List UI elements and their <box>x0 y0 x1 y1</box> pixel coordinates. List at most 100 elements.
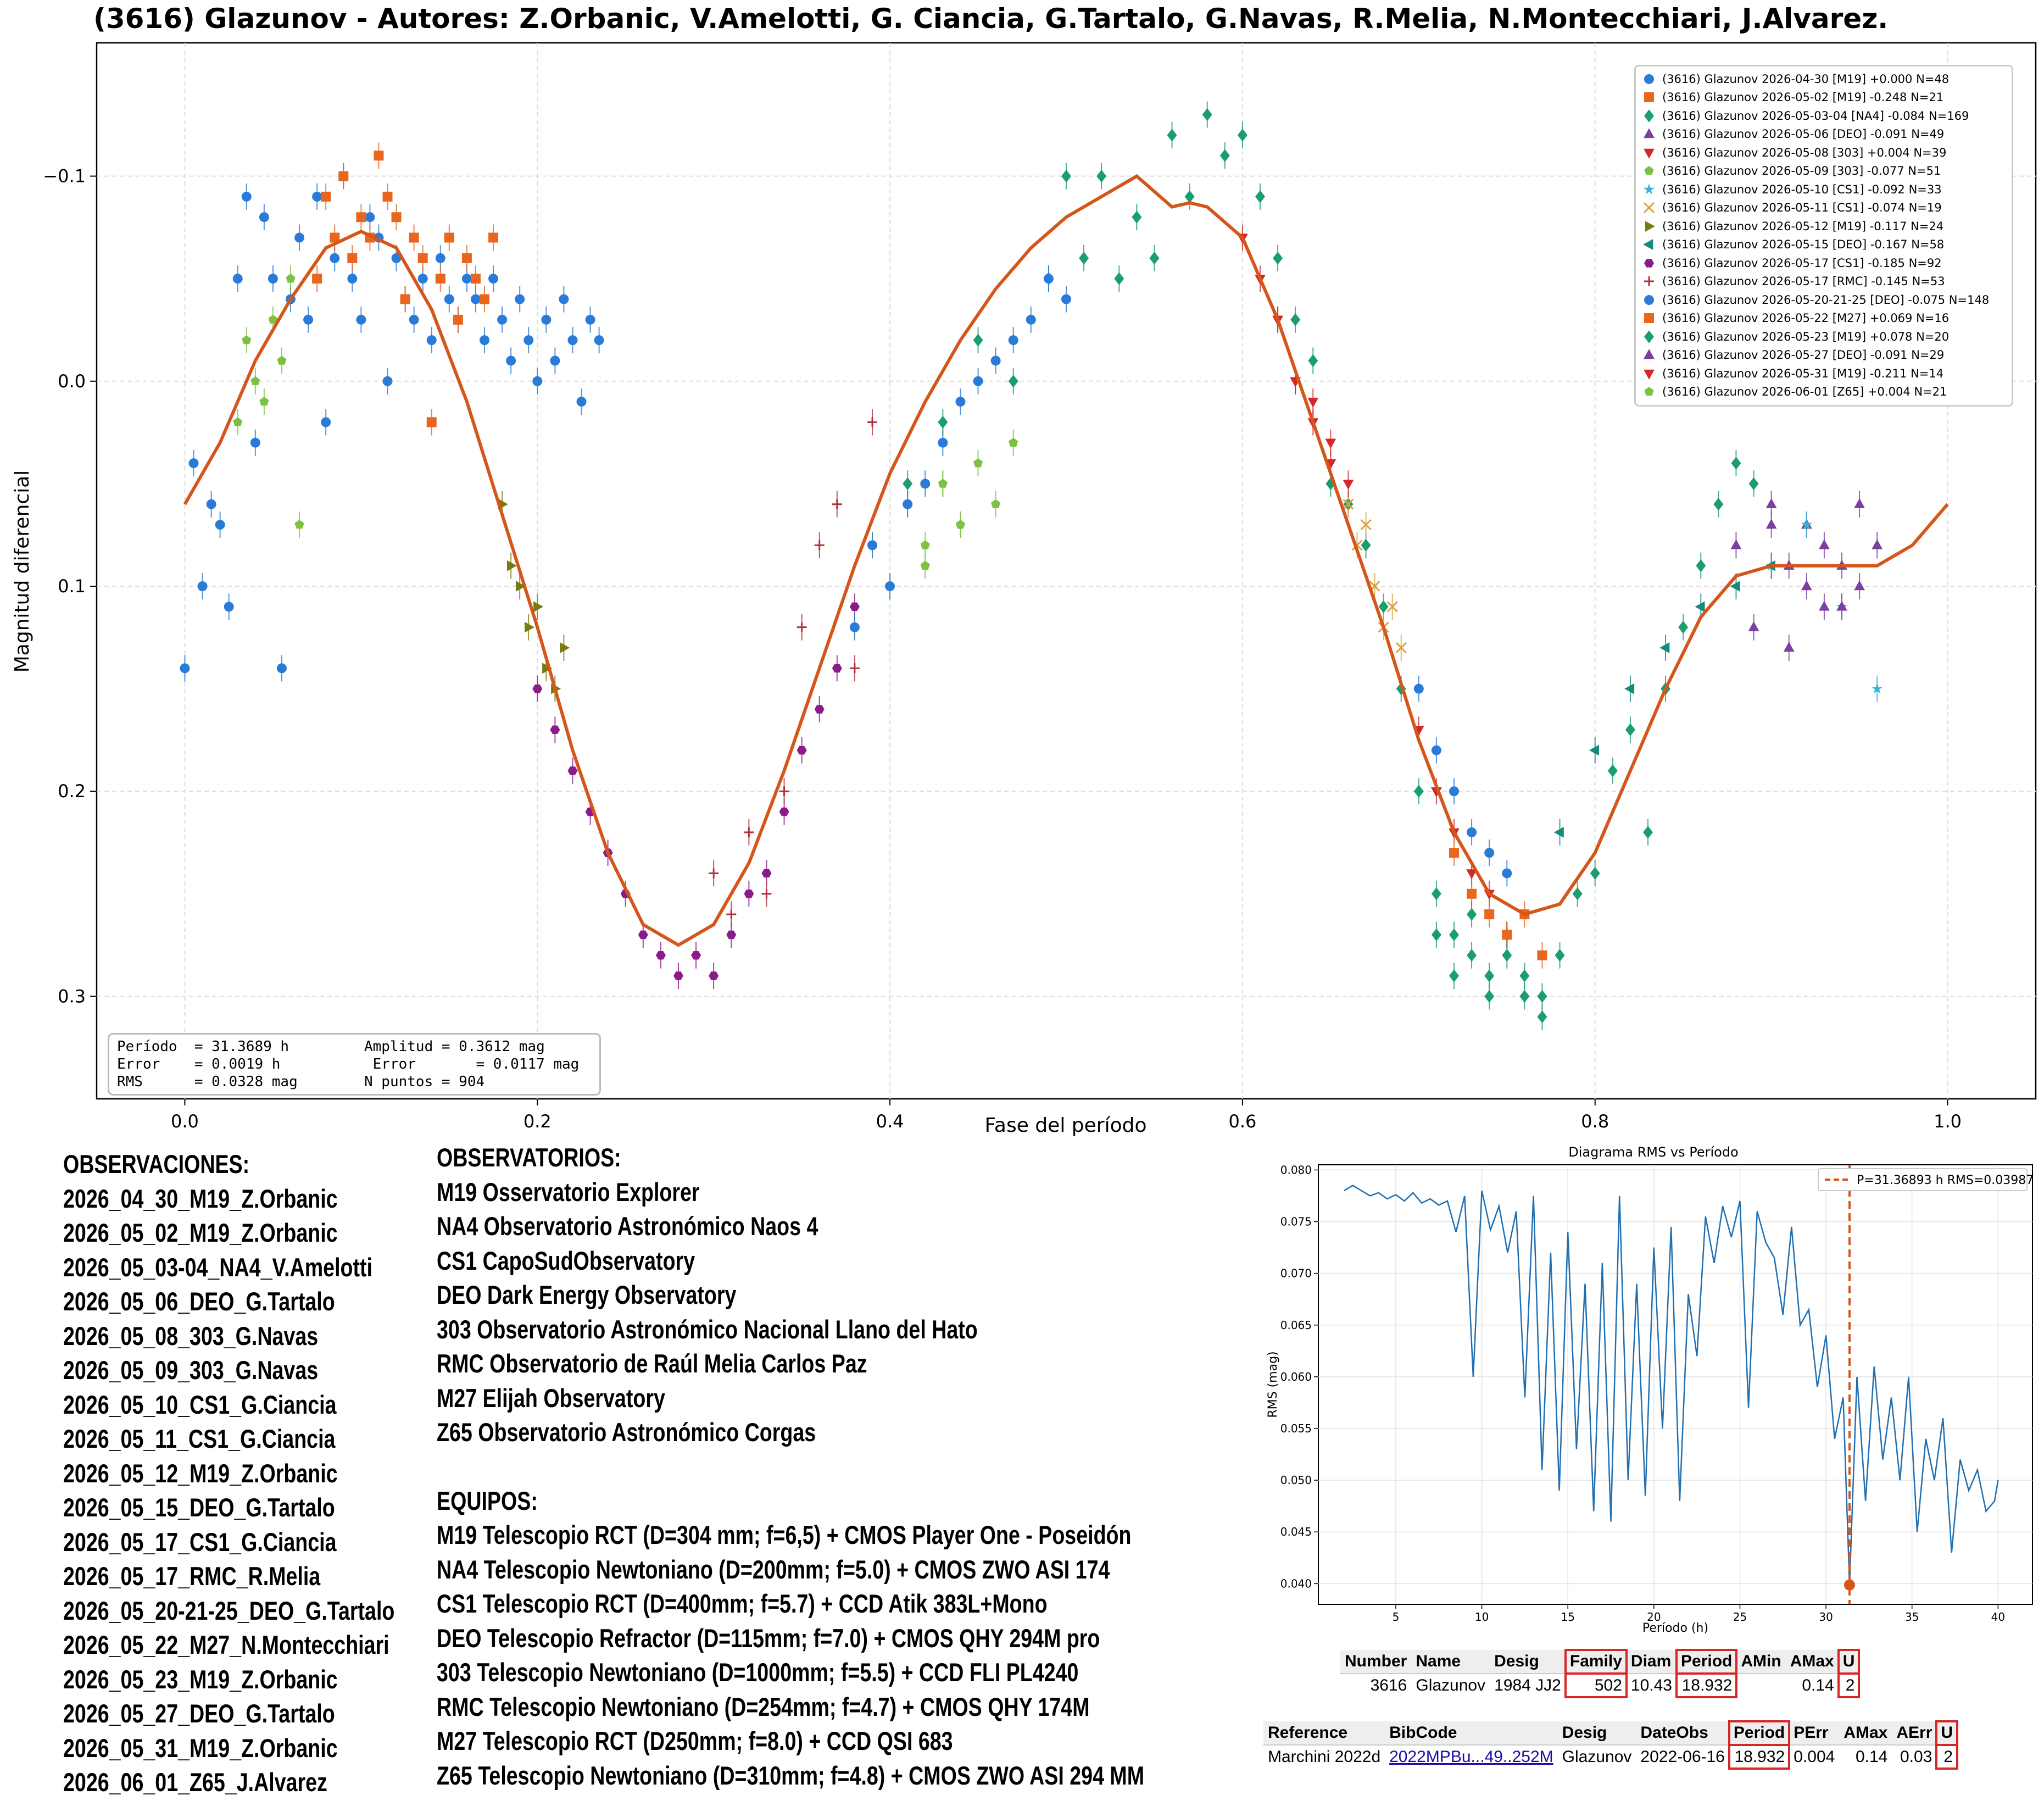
rms-y-tick-label: 0.060 <box>1280 1370 1312 1383</box>
data-point <box>1325 477 1336 491</box>
table-header: Diam <box>1626 1650 1677 1674</box>
legend-label: (3616) Glazunov 2026-06-01 [Z65] +0.004 … <box>1662 385 1947 399</box>
legend-entry: (3616) Glazunov 2026-05-20-21-25 [DEO] -… <box>1640 291 2007 309</box>
y-axis-ticks: −0.1 0.0 0.1 0.2 0.3 <box>43 166 97 1007</box>
data-point <box>1467 827 1477 837</box>
data-point <box>903 477 913 491</box>
legend-marker-icon <box>1640 126 1658 142</box>
legend-symbol <box>1644 258 1654 268</box>
data-point <box>1449 969 1459 982</box>
data-point <box>1466 869 1477 880</box>
data-point <box>1043 274 1054 284</box>
table-header: AMax <box>1839 1721 1892 1746</box>
data-point <box>1202 108 1212 121</box>
legend-marker-icon <box>1640 237 1658 252</box>
rms-x-tick-label: 5 <box>1393 1610 1400 1624</box>
stat-right: Error = 0.0117 mag <box>364 1056 580 1072</box>
legend-symbol <box>1644 92 1654 103</box>
data-point <box>461 253 472 263</box>
legend-marker-icon <box>1640 145 1658 160</box>
table-header: Reference <box>1263 1721 1385 1746</box>
data-point <box>1149 252 1160 265</box>
data-point <box>814 705 825 714</box>
legend-entry: (3616) Glazunov 2026-05-09 [303] -0.077 … <box>1640 162 2007 181</box>
data-point <box>1819 539 1830 549</box>
data-point <box>241 191 252 202</box>
data-point <box>1871 682 1883 694</box>
table-cell: 2 <box>1837 1672 1861 1698</box>
data-point <box>1395 642 1407 654</box>
data-point <box>885 581 895 591</box>
data-point <box>488 232 499 243</box>
data-point <box>338 171 349 181</box>
legend-label: (3616) Glazunov 2026-05-08 [303] +0.004 … <box>1662 146 1947 159</box>
legend-label: (3616) Glazunov 2026-05-22 [M27] +0.069 … <box>1662 312 1950 325</box>
legend-marker-icon <box>1640 384 1658 399</box>
data-point <box>655 951 666 960</box>
series-12 <box>849 265 1512 887</box>
rms-y-tick-label: 0.065 <box>1280 1319 1312 1332</box>
data-point <box>374 151 384 161</box>
observation-item: 2026_05_20-21-25_DEO_G.Tartalo <box>63 1596 395 1625</box>
observation-item: 2026_05_10_CS1_G.Ciancia <box>63 1389 337 1419</box>
data-point <box>453 314 463 325</box>
legend-symbol <box>1644 387 1654 396</box>
rms-grid <box>1318 1165 2032 1604</box>
rms-legend-text: P=31.36893 h RMS=0.03987 <box>1857 1174 2034 1187</box>
data-point <box>1307 397 1319 408</box>
data-point <box>797 746 807 755</box>
data-point <box>1343 480 1354 490</box>
data-point <box>903 499 913 509</box>
rms-x-tick-label: 10 <box>1475 1610 1489 1624</box>
data-point <box>1360 519 1372 531</box>
table-header: PErr <box>1789 1721 1840 1746</box>
x-tick-label: 0.0 <box>171 1111 199 1132</box>
legend-marker-icon <box>1640 274 1658 289</box>
data-point <box>594 335 604 346</box>
data-point <box>250 376 260 386</box>
data-point <box>330 253 340 263</box>
data-point <box>347 274 358 284</box>
rms-x-tick-label: 20 <box>1647 1610 1661 1624</box>
rms-y-tick-label: 0.080 <box>1280 1163 1312 1176</box>
legend-symbol <box>1644 349 1655 359</box>
stat-left: Error = 0.0019 h <box>117 1056 281 1072</box>
legend-label: (3616) Glazunov 2026-05-23 [M19] +0.078 … <box>1662 330 1950 343</box>
equipment-item: Z65 Telescopio Newtoniano (D=310mm; f=4.… <box>437 1760 1145 1790</box>
y-tick-label: 0.1 <box>58 576 86 597</box>
rms-legend: P=31.36893 h RMS=0.03987 <box>1818 1168 2034 1191</box>
legend: (3616) Glazunov 2026-04-30 [M19] +0.000 … <box>1634 65 2013 407</box>
data-point <box>277 355 287 365</box>
table-header: Family <box>1564 1649 1628 1675</box>
table-cell: 18.932 <box>1728 1744 1791 1770</box>
data-point <box>567 766 578 775</box>
legend-symbol <box>1643 239 1653 251</box>
data-point <box>1308 354 1318 368</box>
data-point <box>1748 477 1759 491</box>
table-header: AErr <box>1892 1721 1937 1746</box>
y-tick-label: 0.3 <box>58 986 86 1007</box>
data-point <box>400 294 410 304</box>
table-cell[interactable]: 2022MPBu...49..252M <box>1385 1745 1558 1769</box>
bibcode-link[interactable]: 2022MPBu...49..252M <box>1389 1748 1553 1766</box>
data-point <box>1836 601 1847 611</box>
data-point <box>286 274 296 283</box>
data-point <box>276 663 287 674</box>
data-point <box>259 212 269 223</box>
table-cell: Glazunov <box>1416 1676 1486 1694</box>
observatory-item: NA4 Observatorio Astronómico Naos 4 <box>437 1211 818 1241</box>
data-point <box>849 602 860 612</box>
table-header: AMax <box>1785 1650 1839 1674</box>
data-point <box>1872 539 1883 549</box>
data-point <box>391 212 402 223</box>
data-point <box>365 212 375 223</box>
table-cell: 1984 JJ2 <box>1494 1676 1561 1694</box>
data-point <box>709 971 719 980</box>
table-header: BibCode <box>1385 1721 1558 1746</box>
data-point <box>576 397 587 407</box>
data-point <box>1079 252 1089 265</box>
legend-symbol <box>1644 148 1655 159</box>
data-point <box>1484 969 1495 982</box>
table-cell: 0.004 <box>1794 1748 1835 1766</box>
legend-label: (3616) Glazunov 2026-05-06 [DEO] -0.091 … <box>1662 127 1945 141</box>
